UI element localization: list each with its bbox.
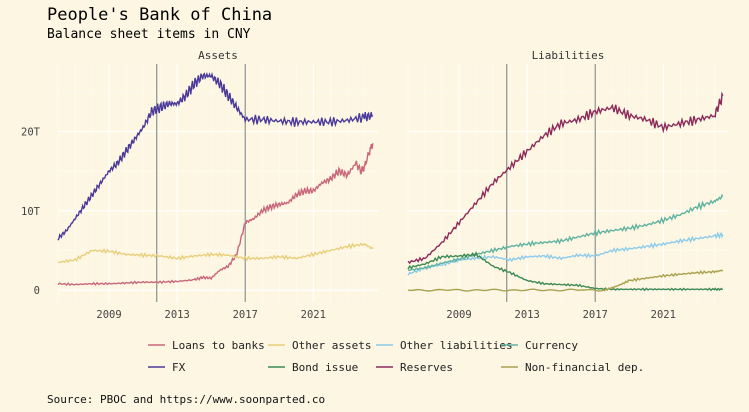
legend: Loans to banks Other assets Other liabilit… <box>148 339 644 374</box>
panel-title: Assets <box>198 49 238 62</box>
series-line-other-assets <box>57 242 374 264</box>
series-line-other-liabilities <box>407 231 724 276</box>
chart-subtitle: Balance sheet items in CNY <box>47 27 251 42</box>
legend-item: Other liabilities <box>376 339 513 352</box>
panel-liabilities: Liabilities 2009 2013 2017 2021 <box>407 49 728 321</box>
legend-item: Bond issue <box>268 361 358 374</box>
legend-item: Reserves <box>376 361 453 374</box>
series-line-loans-to-banks <box>57 143 374 287</box>
source-note: Source: PBOC and https://www.soonparted.… <box>47 393 325 406</box>
x-tick-label: 2009 <box>96 309 121 321</box>
legend-item: Currency <box>501 339 578 352</box>
legend-label: FX <box>172 361 186 374</box>
x-tick-label: 2017 <box>583 309 608 321</box>
panel-title: Liabilities <box>532 49 605 62</box>
y-tick-label: 20T <box>21 126 41 138</box>
legend-item: Non-financial dep. <box>501 361 644 374</box>
legend-item: Other assets <box>268 339 371 352</box>
chart-title: People's Bank of China <box>47 5 272 25</box>
legend-label: Non-financial dep. <box>525 361 644 374</box>
x-tick-label: 2013 <box>165 309 190 321</box>
series-line-fx <box>57 71 374 241</box>
x-tick-label: 2013 <box>515 309 540 321</box>
series-line-non-financial-dep- <box>407 269 724 292</box>
x-tick-label: 2021 <box>301 309 326 321</box>
legend-label: Other assets <box>292 339 371 352</box>
legend-label: Loans to banks <box>172 339 265 352</box>
x-tick-label: 2009 <box>446 309 471 321</box>
x-tick-label: 2017 <box>233 309 258 321</box>
legend-label: Other liabilities <box>400 339 513 352</box>
legend-label: Reserves <box>400 361 453 374</box>
series-line-bond-issue <box>407 250 723 292</box>
panels: Assets 2009 2013 2017 2021 0 10T 20T Liabilities… <box>21 49 728 321</box>
legend-label: Currency <box>525 339 578 352</box>
series-line-currency <box>407 193 724 272</box>
series-line-reserves <box>407 91 724 265</box>
legend-item: Loans to banks <box>148 339 265 352</box>
panel-assets: Assets 2009 2013 2017 2021 0 10T 20T <box>21 49 378 321</box>
legend-item: FX <box>148 361 186 374</box>
legend-label: Bond issue <box>292 361 358 374</box>
y-tick-label: 10T <box>21 206 41 218</box>
y-tick-label: 0 <box>34 285 40 297</box>
x-tick-label: 2021 <box>651 309 676 321</box>
